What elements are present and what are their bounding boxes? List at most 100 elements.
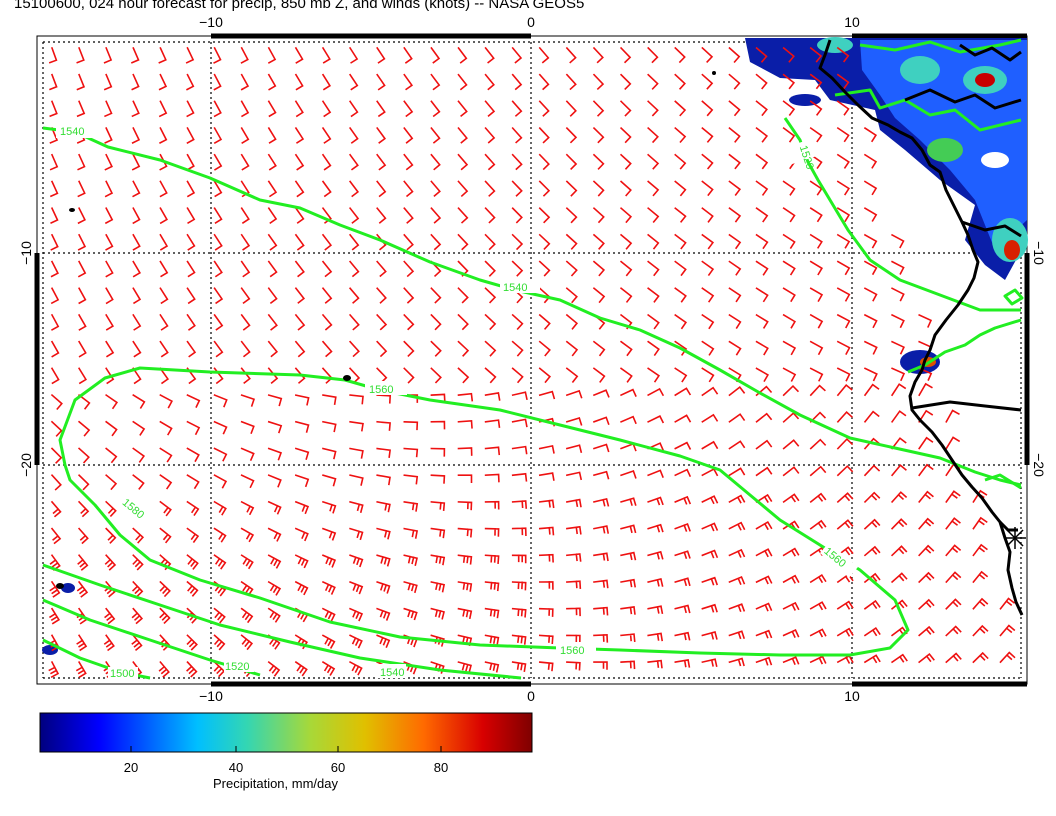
wind-barb [213,233,223,251]
wind-barb [755,656,773,666]
wind-barb [836,437,854,450]
wind-barb [457,287,469,304]
wind-barb [728,630,746,640]
wind-barb [566,580,582,589]
wind-barb [321,634,336,649]
wind-barb [511,207,523,224]
wind-barb [863,410,880,423]
wind-barb [701,495,719,505]
wind-barb [484,260,496,277]
wind-barb [430,126,441,144]
wind-barb [267,126,277,144]
wind-barb [592,367,606,383]
wind-barb [484,446,501,456]
wind-barb [755,493,773,504]
wind-barb [782,547,800,557]
wind-barb [294,500,310,515]
wind-barb [77,527,89,545]
wind-barb [891,233,905,249]
wind-barb [50,260,59,278]
wind-barb [213,153,223,171]
wind-barb [105,447,118,464]
wind-barb [50,393,63,411]
wind-barb [430,233,442,251]
wind-barb [50,447,63,464]
wind-barb [376,287,387,304]
contour-coast-2 [834,88,1022,132]
wind-barb [294,207,305,224]
wind-barb [403,340,415,358]
wind-barb [484,153,496,171]
precip-colorbar [39,712,533,753]
wind-barb [376,153,387,171]
wind-barb [484,500,500,510]
wind-barb [49,127,59,144]
wind-barb [159,474,173,490]
wind-barb [918,598,935,610]
wind-barb [701,386,719,397]
wind-barb [376,73,386,91]
wind-barb [403,554,418,566]
wind-barb [945,625,962,637]
wind-barb [213,313,224,331]
wind-barb [538,73,550,91]
wind-barb [403,260,415,278]
wind-barb [918,625,935,637]
wind-barb [755,46,768,63]
wind-barb [484,207,496,224]
wind-barb [159,313,169,331]
wind-barb [565,287,578,304]
wind-barb [863,654,881,664]
wind-barb [538,100,550,117]
wind-barb [619,73,632,91]
wind-barb [538,153,550,171]
wind-barb [701,313,715,330]
precip-cell-5 [817,37,853,53]
wind-barb [565,444,583,453]
wind-barb [267,607,281,623]
wind-barb [836,287,851,302]
wind-barb [294,100,304,118]
wind-barb [999,624,1016,637]
wind-barb [159,287,169,305]
wind-barb [430,447,446,457]
wind-barb [945,517,961,530]
wind-barb [836,600,854,610]
wind-barb [511,391,528,401]
wind-barb [538,607,554,617]
wind-barb [566,607,581,617]
wind-barb [647,153,660,170]
wind-barb [891,367,906,382]
wind-barb [321,527,337,541]
wind-barb [484,340,497,357]
wind-barb [836,519,854,530]
wind-barb [457,233,469,251]
wind-barb [890,410,907,423]
wind-barb [294,474,310,488]
station-marker [1004,527,1026,549]
contour-label: 1540 [503,282,527,294]
border-1 [959,43,1022,62]
wind-barb [376,394,392,404]
precip-cell-2-core [1004,240,1020,260]
wind-barb [836,546,854,557]
wind-barb [348,153,359,171]
wind-barb [132,527,145,544]
wind-barb [836,233,851,249]
wind-barb [457,581,473,592]
contour-1540-north [42,126,1022,487]
wind-barb [728,413,746,423]
wind-barb [267,474,282,488]
wind-barb [566,661,581,671]
wind-barb [511,661,527,673]
wind-barb [132,340,142,358]
wind-barb [538,340,551,357]
wind-barb [701,233,715,250]
wind-barb [105,420,118,437]
wind-barb [77,233,87,251]
wind-barb [674,387,692,397]
lon-label-top: −10 [199,14,223,30]
wind-barb [538,207,551,224]
wind-barb [809,340,824,356]
wind-barb [186,527,200,544]
